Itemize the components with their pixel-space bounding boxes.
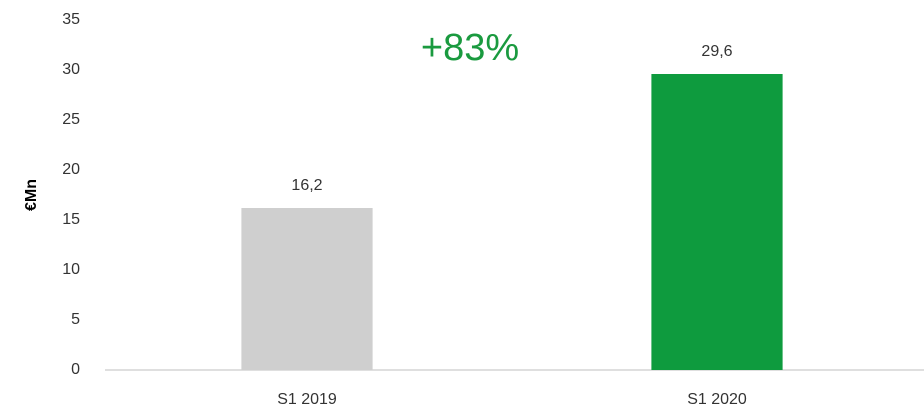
x-tick-label: S1 2020	[687, 391, 747, 408]
y-tick-label: 30	[62, 61, 80, 78]
y-tick-label: 10	[62, 261, 80, 278]
y-axis-label: €Mn	[23, 179, 40, 211]
y-tick-label: 15	[62, 211, 80, 228]
y-tick-label: 35	[62, 11, 80, 28]
value-label: 16,2	[291, 177, 322, 194]
annotation: +83%	[421, 27, 519, 69]
y-tick-label: 20	[62, 161, 80, 178]
y-tick-label: 25	[62, 111, 80, 128]
value-label: 29,6	[701, 43, 732, 60]
y-tick-label: 5	[71, 311, 80, 328]
bar	[241, 208, 373, 370]
x-tick-label: S1 2019	[277, 391, 337, 408]
y-tick-label: 0	[71, 361, 80, 378]
bar	[651, 74, 783, 370]
